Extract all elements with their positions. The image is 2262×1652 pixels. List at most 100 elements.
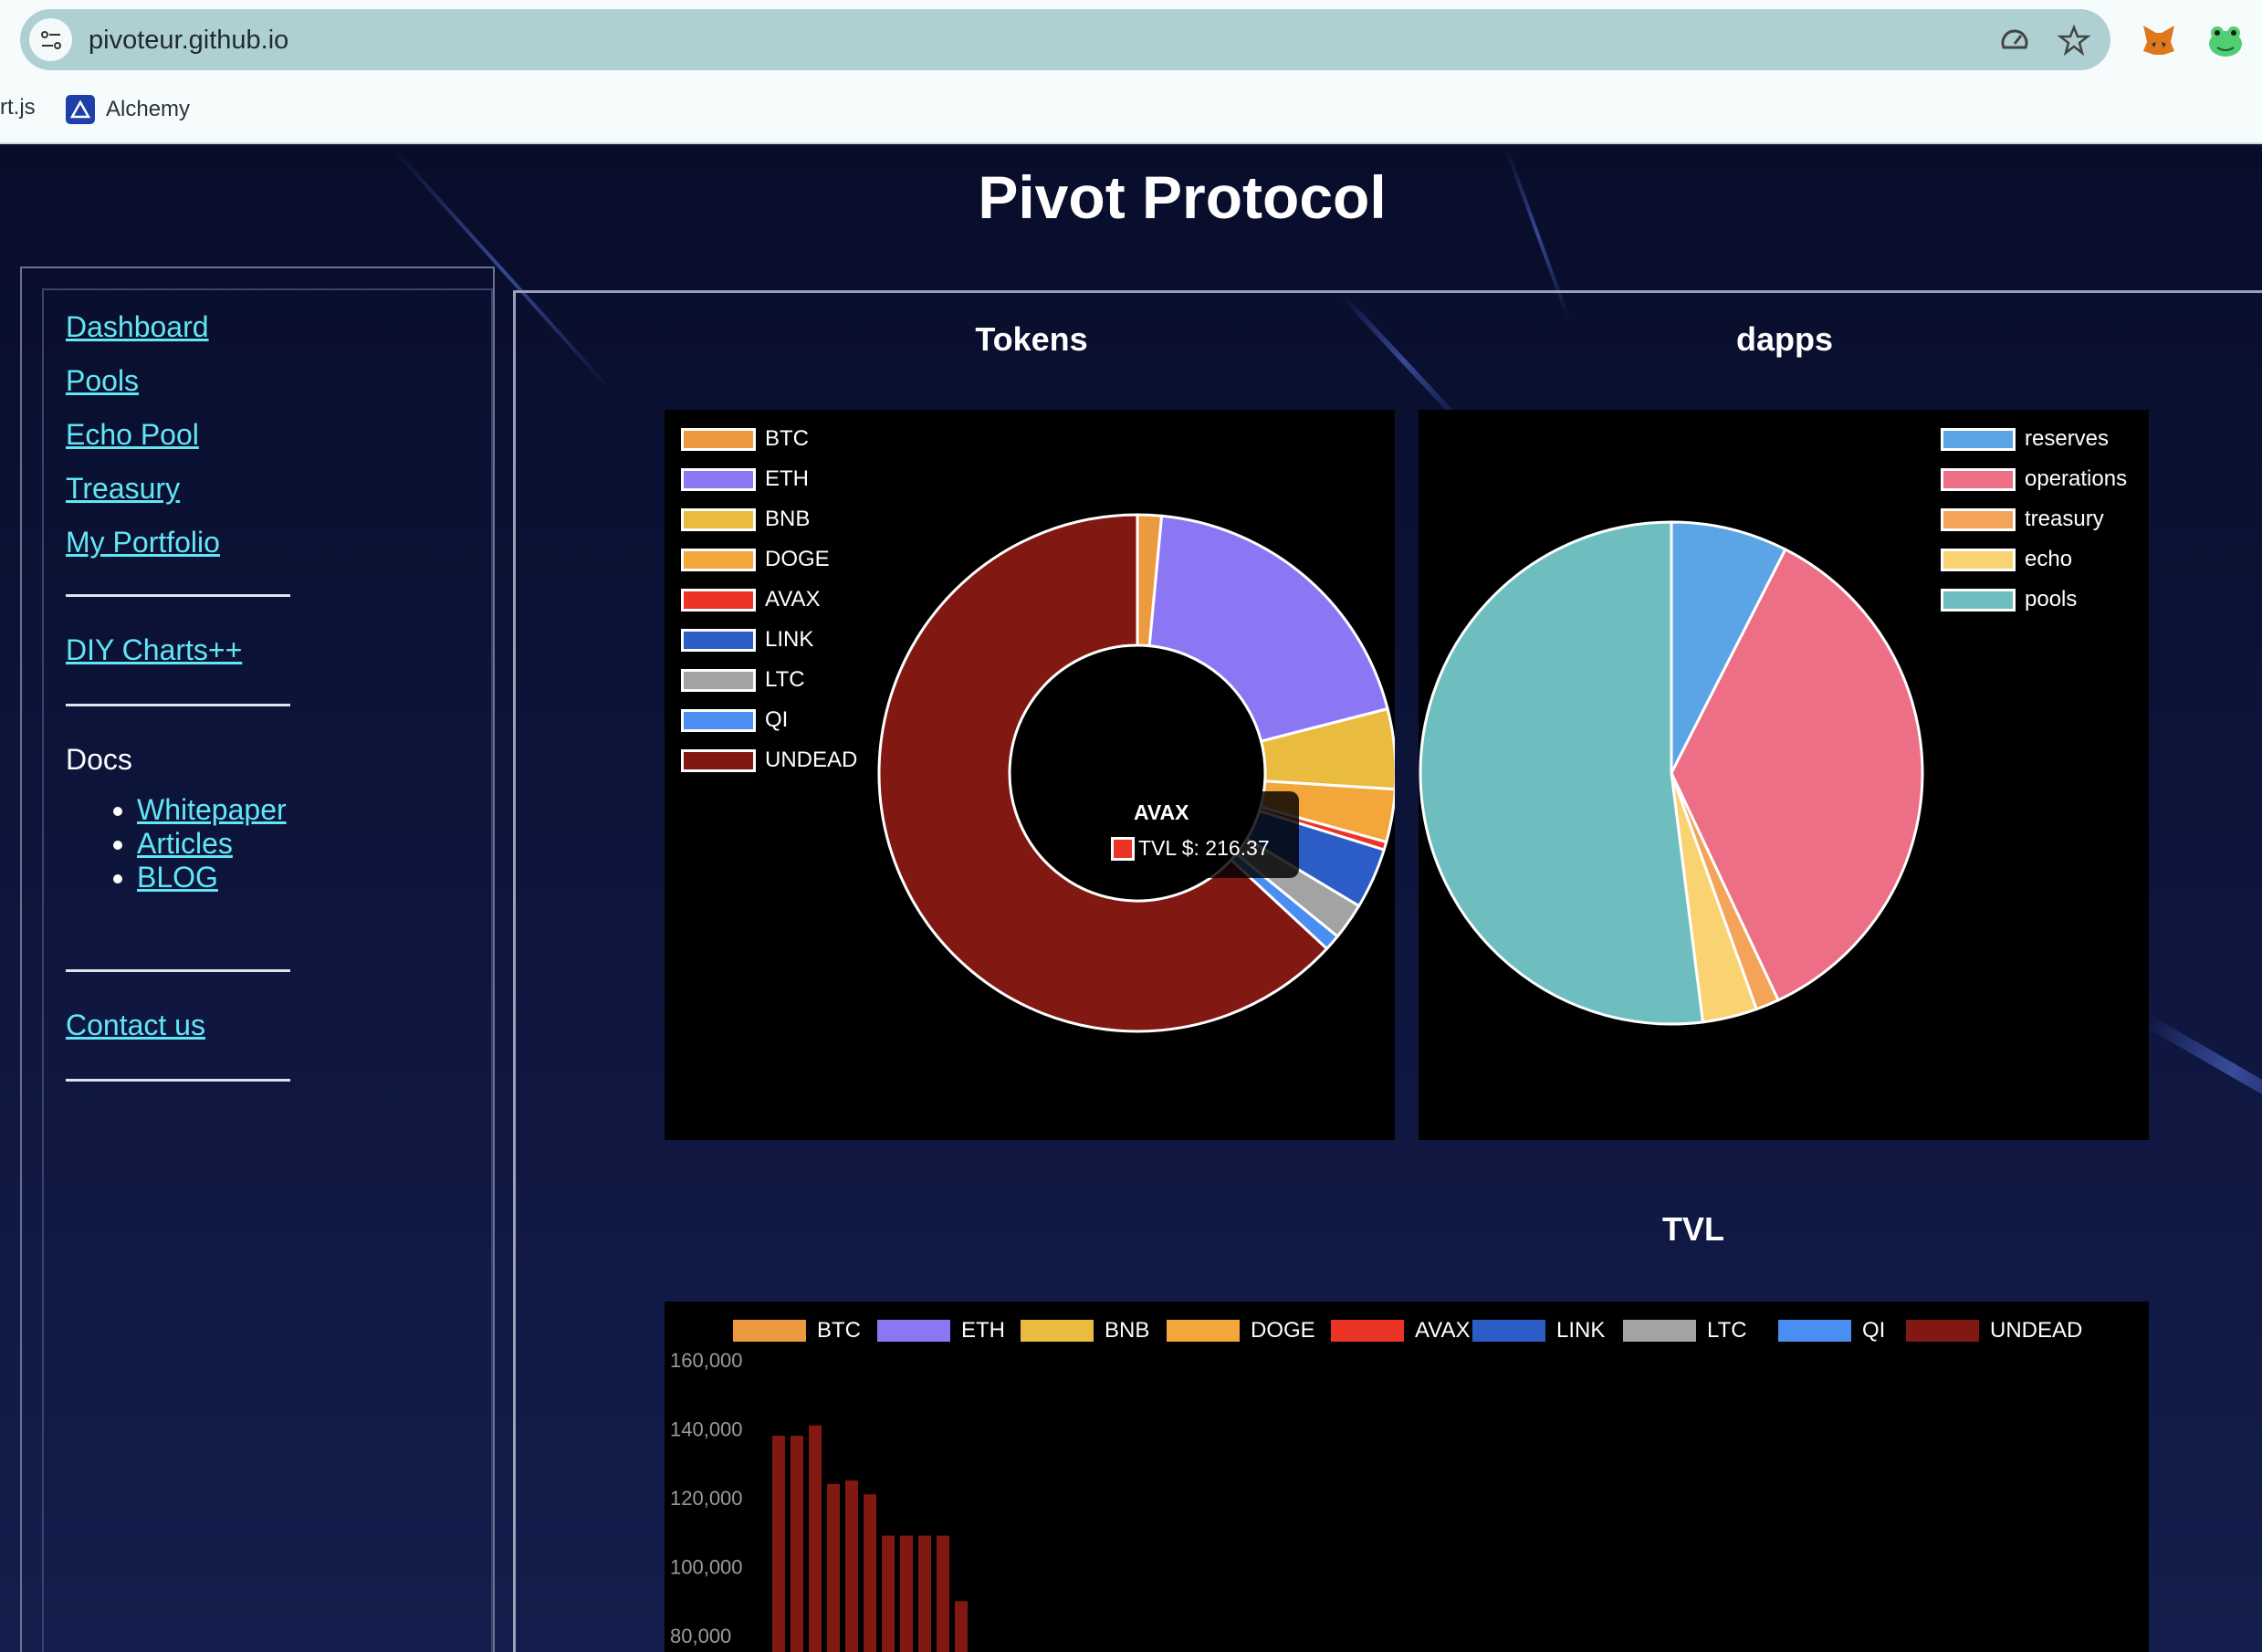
tokens-title: Tokens bbox=[975, 320, 1088, 358]
docs-blog-link[interactable]: BLOG bbox=[137, 861, 218, 894]
tvl-bar-undead[interactable] bbox=[772, 1436, 785, 1652]
nav-my-portfolio[interactable]: My Portfolio bbox=[66, 526, 220, 559]
slice-undead[interactable] bbox=[877, 513, 1329, 1033]
tvl-bar-undead[interactable] bbox=[882, 1535, 895, 1652]
tvl-title: TVL bbox=[1662, 1210, 1724, 1248]
tvl-bar-chart[interactable]: 160,000 140,000 120,000 100,000 80,000 bbox=[665, 1302, 2149, 1652]
legend-item-link[interactable]: LINK bbox=[681, 627, 813, 653]
tvl-bar-undead[interactable] bbox=[791, 1436, 803, 1652]
legend-swatch bbox=[1941, 548, 2016, 571]
bookmark-chartjs[interactable]: rt.js bbox=[0, 95, 36, 120]
bookmarks-bar: rt.js Alchemy bbox=[0, 89, 2262, 126]
sidebar: Dashboard Pools Echo Pool Treasury My Po… bbox=[42, 288, 493, 1652]
metamask-extension-icon[interactable] bbox=[2138, 18, 2180, 60]
tvl-legend-item-bnb[interactable]: BNB bbox=[1021, 1318, 1149, 1344]
legend-item-avax[interactable]: AVAX bbox=[681, 587, 820, 612]
legend-item-undead[interactable]: UNDEAD bbox=[681, 748, 857, 773]
sidebar-divider bbox=[66, 969, 290, 972]
legend-item-pools[interactable]: pools bbox=[1941, 587, 2077, 612]
legend-swatch bbox=[1623, 1320, 1696, 1342]
nav-contact-us[interactable]: Contact us bbox=[66, 1009, 205, 1041]
legend-label: AVAX bbox=[1415, 1318, 1471, 1343]
tvl-bar-undead[interactable] bbox=[864, 1494, 876, 1652]
legend-item-btc[interactable]: BTC bbox=[681, 426, 809, 452]
legend-swatch bbox=[1778, 1320, 1851, 1342]
legend-label: UNDEAD bbox=[1990, 1318, 2083, 1343]
site-settings-icon[interactable] bbox=[29, 18, 72, 61]
browser-chrome: pivoteur.github.io rt.js Alchemy bbox=[0, 0, 2262, 144]
docs-articles-link[interactable]: Articles bbox=[137, 827, 233, 860]
url-text[interactable]: pivoteur.github.io bbox=[89, 26, 289, 55]
legend-item-doge[interactable]: DOGE bbox=[681, 547, 830, 572]
legend-label: operations bbox=[2025, 466, 2128, 491]
tvl-bar-undead[interactable] bbox=[900, 1535, 913, 1652]
tvl-legend-item-avax[interactable]: AVAX bbox=[1331, 1318, 1470, 1344]
tvl-legend-item-link[interactable]: LINK bbox=[1472, 1318, 1605, 1344]
legend-label: treasury bbox=[2025, 507, 2104, 531]
slice-eth[interactable] bbox=[1147, 514, 1389, 744]
nav-treasury[interactable]: Treasury bbox=[66, 472, 181, 505]
tvl-legend-item-btc[interactable]: BTC bbox=[733, 1318, 861, 1344]
y-tick-label: 80,000 bbox=[670, 1625, 731, 1647]
legend-swatch bbox=[1472, 1320, 1545, 1342]
slice-reserves[interactable] bbox=[1670, 520, 1787, 774]
nav-dashboard[interactable]: Dashboard bbox=[66, 310, 209, 343]
dapps-pie-chart[interactable] bbox=[1419, 410, 2149, 1140]
legend-item-bnb[interactable]: BNB bbox=[681, 507, 810, 532]
slice-bnb[interactable] bbox=[1259, 706, 1395, 791]
tvl-bar-undead[interactable] bbox=[937, 1535, 949, 1652]
tvl-legend-item-eth[interactable]: ETH bbox=[877, 1318, 1005, 1344]
tvl-chart[interactable]: BTC ETH BNB DOGE AVAX LINK LTC QI UNDEAD 160,000… bbox=[665, 1302, 2149, 1652]
site-title: Pivot Protocol bbox=[978, 163, 1387, 231]
legend-label: UNDEAD bbox=[765, 748, 858, 772]
legend-item-reserves[interactable]: reserves bbox=[1941, 426, 2109, 452]
tvl-bar-undead[interactable] bbox=[918, 1535, 931, 1652]
docs-item: BLOG bbox=[137, 861, 491, 894]
legend-label: LINK bbox=[765, 627, 814, 652]
dapps-title: dapps bbox=[1735, 320, 1833, 358]
docs-item: Whitepaper bbox=[137, 793, 491, 827]
legend-label: DOGE bbox=[1251, 1318, 1315, 1343]
legend-label: BTC bbox=[765, 426, 809, 451]
tokens-chart[interactable]: BTC ETH BNB DOGE AVAX LINK LTC QI UNDEAD AVAX TV… bbox=[665, 410, 1395, 1140]
main-panel: Tokens dapps BTC ETH BNB DOGE AVAX LINK LTC QI U… bbox=[513, 290, 2262, 1652]
legend-label: ETH bbox=[961, 1318, 1005, 1343]
tvl-legend-item-ltc[interactable]: LTC bbox=[1623, 1318, 1747, 1344]
bookmark-alchemy[interactable]: Alchemy bbox=[66, 95, 190, 124]
bookmark-star-icon[interactable] bbox=[2056, 22, 2092, 58]
tooltip-label: TVL $: 216.37 bbox=[1138, 836, 1270, 860]
address-bar[interactable]: pivoteur.github.io bbox=[20, 9, 2110, 70]
tvl-legend-item-qi[interactable]: QI bbox=[1778, 1318, 1885, 1344]
legend-item-treasury[interactable]: treasury bbox=[1941, 507, 2104, 532]
legend-swatch bbox=[681, 708, 756, 732]
legend-item-eth[interactable]: ETH bbox=[681, 466, 809, 492]
legend-label: LTC bbox=[1707, 1318, 1747, 1343]
performance-icon[interactable] bbox=[1996, 22, 2033, 58]
dapps-chart[interactable]: reserves operations treasury echo pools bbox=[1419, 410, 2149, 1140]
legend-item-ltc[interactable]: LTC bbox=[681, 667, 805, 693]
chart-tooltip: AVAX TVL $: 216.37 bbox=[1111, 791, 1299, 878]
legend-swatch bbox=[681, 668, 756, 692]
legend-label: pools bbox=[2025, 587, 2078, 612]
tvl-bar-undead[interactable] bbox=[827, 1483, 840, 1652]
legend-item-qi[interactable]: QI bbox=[681, 707, 788, 733]
legend-item-echo[interactable]: echo bbox=[1941, 547, 2072, 572]
tokens-doughnut-chart[interactable] bbox=[665, 410, 1395, 1140]
slice-operations[interactable] bbox=[1670, 547, 1924, 1002]
legend-swatch bbox=[1941, 467, 2016, 491]
slice-pools[interactable] bbox=[1419, 520, 1705, 1026]
tvl-legend-item-undead[interactable]: UNDEAD bbox=[1906, 1318, 2082, 1344]
tvl-bar-undead[interactable] bbox=[955, 1601, 968, 1652]
frog-extension-icon[interactable] bbox=[2204, 18, 2246, 60]
legend-item-operations[interactable]: operations bbox=[1941, 466, 2127, 492]
nav-pools[interactable]: Pools bbox=[66, 364, 140, 397]
tvl-bar-undead[interactable] bbox=[809, 1425, 822, 1652]
nav-echo-pool[interactable]: Echo Pool bbox=[66, 418, 199, 451]
nav-diy-charts[interactable]: DIY Charts++ bbox=[66, 633, 243, 666]
legend-swatch bbox=[1331, 1320, 1404, 1342]
tvl-legend-item-doge[interactable]: DOGE bbox=[1167, 1318, 1315, 1344]
sidebar-divider bbox=[66, 704, 290, 706]
tvl-bar-undead[interactable] bbox=[845, 1480, 858, 1652]
docs-whitepaper-link[interactable]: Whitepaper bbox=[137, 793, 287, 826]
alchemy-icon bbox=[66, 95, 95, 124]
